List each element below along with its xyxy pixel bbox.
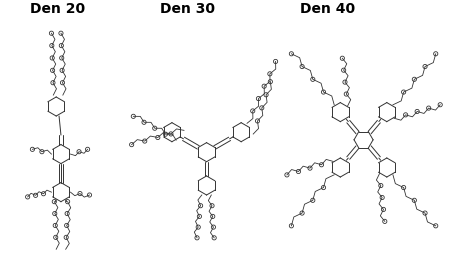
Text: Den 40: Den 40	[300, 2, 356, 16]
Text: Den 30: Den 30	[160, 2, 215, 16]
Text: Den 20: Den 20	[29, 2, 85, 16]
